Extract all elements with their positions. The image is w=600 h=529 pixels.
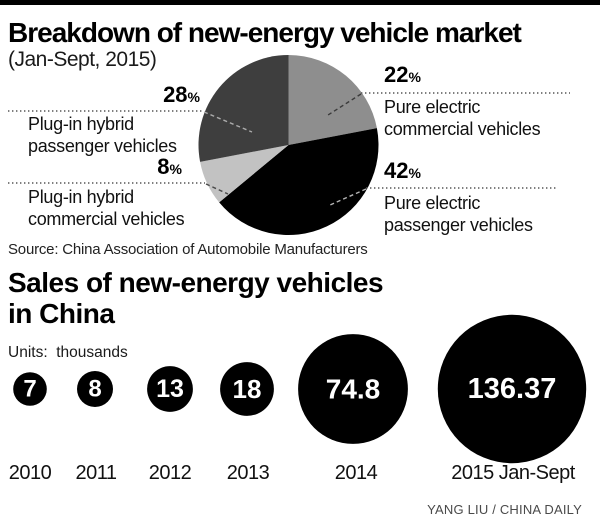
slice-label-pure-electric-passenger: Pure electric passenger vehicles bbox=[384, 193, 533, 235]
pct-sign: % bbox=[408, 69, 421, 85]
pct-value: 28 bbox=[163, 82, 188, 107]
pct-sign: % bbox=[187, 89, 200, 105]
source-line: Source: China Association of Automobile … bbox=[8, 241, 368, 258]
sales-section-title: Sales of new-energy vehicles in China bbox=[8, 267, 508, 329]
bubble-value-2013: 18 bbox=[233, 374, 262, 404]
year-label-2015: 2015 Jan-Sept bbox=[451, 462, 575, 484]
year-label-2011: 2011 bbox=[75, 462, 117, 484]
slice-label-pure-electric-commercial: Pure electric commercial vehicles bbox=[384, 97, 541, 139]
pct-value: 42 bbox=[384, 158, 409, 183]
slice-label-plugin-hybrid-commercial: Plug-in hybrid commercial vehicles bbox=[28, 187, 185, 229]
bubble-2014 bbox=[298, 334, 408, 444]
pie-slice-8pct bbox=[200, 145, 289, 203]
bubble-value-2010: 7 bbox=[23, 376, 36, 403]
pct-label-plugin-hybrid-commercial: 8% bbox=[157, 154, 182, 180]
pie-slice-22pct bbox=[288, 55, 377, 145]
pct-value: 22 bbox=[384, 62, 409, 87]
pct-sign: % bbox=[169, 161, 182, 177]
sales-title-line1: Sales of new-energy vehicles bbox=[8, 267, 384, 298]
units-label: Units: thousands bbox=[8, 344, 128, 361]
pie-section-title: Breakdown of new-energy vehicle market bbox=[8, 17, 522, 48]
year-label-2010: 2010 bbox=[8, 462, 52, 484]
pct-sign: % bbox=[408, 165, 421, 181]
leader-line-dash bbox=[203, 111, 253, 133]
pct-label-plugin-hybrid-passenger: 28% bbox=[163, 82, 200, 108]
year-label-2012: 2012 bbox=[148, 462, 192, 484]
sales-title-line2: in China bbox=[8, 298, 115, 329]
slice-label-plugin-hybrid-passenger: Plug-in hybrid passenger vehicles bbox=[28, 114, 177, 156]
byline-credit: YANG LIU / CHINA DAILY bbox=[427, 502, 582, 517]
bubble-value-2014: 74.8 bbox=[326, 374, 381, 405]
pie-chart bbox=[8, 55, 570, 235]
bubble-chart: 7 8 13 18 74.8 136.37 bbox=[13, 314, 587, 464]
bubble-value-2015 Jan-Sept: 136.37 bbox=[468, 373, 557, 405]
pie-section-subtitle: (Jan-Sept, 2015) bbox=[8, 48, 157, 71]
year-label-2013: 2013 bbox=[226, 462, 270, 484]
pie-slice-42pct bbox=[219, 128, 379, 235]
pie-slice-28pct bbox=[198, 55, 289, 162]
bubble-value-2012: 13 bbox=[156, 375, 184, 403]
year-label-2014: 2014 bbox=[334, 462, 378, 484]
bubble-2013 bbox=[220, 362, 274, 416]
bubble-2011 bbox=[77, 371, 113, 407]
bubble-2015 Jan-Sept bbox=[437, 314, 587, 464]
pct-value: 8 bbox=[157, 154, 170, 179]
bubble-2012 bbox=[147, 366, 193, 412]
bubble-value-2011: 8 bbox=[88, 376, 101, 403]
bubble-2010 bbox=[13, 372, 47, 406]
pct-label-pure-electric-passenger: 42% bbox=[384, 158, 421, 184]
top-rule-bar bbox=[0, 0, 600, 5]
pct-label-pure-electric-commercial: 22% bbox=[384, 62, 421, 88]
